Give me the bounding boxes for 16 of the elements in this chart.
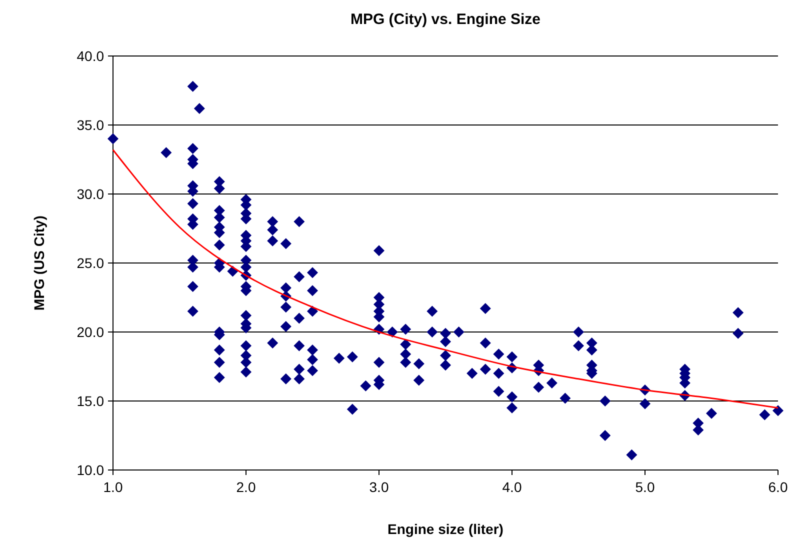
y-tick-label: 10.0 [76, 462, 104, 478]
x-tick-label: 3.0 [369, 479, 389, 495]
chart-title: MPG (City) vs. Engine Size [350, 11, 541, 28]
y-tick-label: 15.0 [76, 392, 104, 409]
x-tick-label: 4.0 [502, 479, 522, 495]
x-tick-label: 2.0 [236, 479, 256, 495]
y-tick-label: 30.0 [76, 186, 104, 202]
x-tick-label: 6.0 [768, 479, 788, 495]
x-axis-title: Engine size (liter) [388, 521, 504, 537]
y-tick-label: 20.0 [76, 324, 104, 340]
y-tick-label: 35.0 [76, 116, 104, 133]
y-axis-title: MPG (US City) [31, 216, 47, 310]
x-tick-label: 1.0 [103, 479, 123, 495]
y-tick-label: 40.0 [76, 48, 104, 64]
y-tick-label: 25.0 [76, 254, 104, 271]
x-tick-label: 5.0 [635, 479, 655, 495]
